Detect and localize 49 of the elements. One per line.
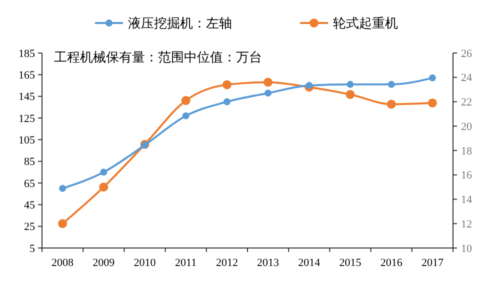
y-tick-label: 65 bbox=[24, 178, 36, 190]
y-tick-label: 105 bbox=[18, 134, 36, 147]
point bbox=[58, 219, 68, 228]
x-tick-label: 2011 bbox=[175, 257, 197, 269]
y2-tick-label: 16 bbox=[461, 170, 472, 182]
x-tick-label: 2016 bbox=[380, 257, 403, 269]
y2-tick-label: 10 bbox=[461, 242, 472, 255]
point bbox=[223, 98, 230, 106]
y-tick-label: 125 bbox=[18, 112, 36, 125]
y2-tick-label: 12 bbox=[461, 218, 472, 230]
point bbox=[306, 82, 313, 89]
y-tick-label: 45 bbox=[24, 200, 36, 212]
point bbox=[386, 100, 396, 109]
y2-tick-label: 24 bbox=[461, 72, 472, 84]
point bbox=[100, 168, 108, 176]
x-tick-label: 2008 bbox=[52, 257, 74, 269]
point bbox=[181, 96, 190, 106]
legend-label: 液压挖掘机：左轴 bbox=[128, 16, 232, 32]
x-tick-label: 2009 bbox=[92, 257, 116, 269]
y2-tick-label: 20 bbox=[461, 120, 472, 133]
point bbox=[428, 74, 436, 82]
y-tick-label: 145 bbox=[18, 91, 36, 104]
point bbox=[346, 80, 354, 88]
y-tick-label: 5 bbox=[30, 242, 36, 255]
x-tick-label: 2017 bbox=[421, 257, 444, 269]
x-tick-label: 2012 bbox=[216, 257, 238, 269]
x-tick-label: 2014 bbox=[298, 257, 321, 269]
x-tick-label: 2013 bbox=[257, 257, 280, 269]
y2-tick-label: 14 bbox=[461, 194, 472, 206]
legend-label: 轮式起重机 bbox=[333, 16, 398, 32]
y-tick-label: 25 bbox=[24, 221, 36, 234]
point bbox=[222, 80, 232, 90]
y-tick-label: 185 bbox=[18, 48, 36, 60]
point bbox=[59, 184, 66, 192]
y-tick-label: 85 bbox=[24, 156, 36, 168]
point bbox=[388, 80, 395, 88]
annotation: 工程机械保有量：范围中位值：万台 bbox=[54, 50, 262, 66]
point bbox=[264, 90, 272, 97]
x-tick-label: 2015 bbox=[339, 257, 362, 269]
y2-tick-label: 18 bbox=[461, 145, 472, 158]
point bbox=[264, 78, 273, 87]
point bbox=[428, 98, 437, 108]
point bbox=[346, 90, 355, 99]
y-tick-label: 165 bbox=[18, 70, 36, 82]
y2-tick-label: 22 bbox=[461, 96, 472, 109]
y2-tick-label: 26 bbox=[461, 48, 472, 60]
point bbox=[182, 112, 190, 120]
point bbox=[99, 182, 108, 192]
x-tick-label: 2010 bbox=[134, 257, 156, 269]
